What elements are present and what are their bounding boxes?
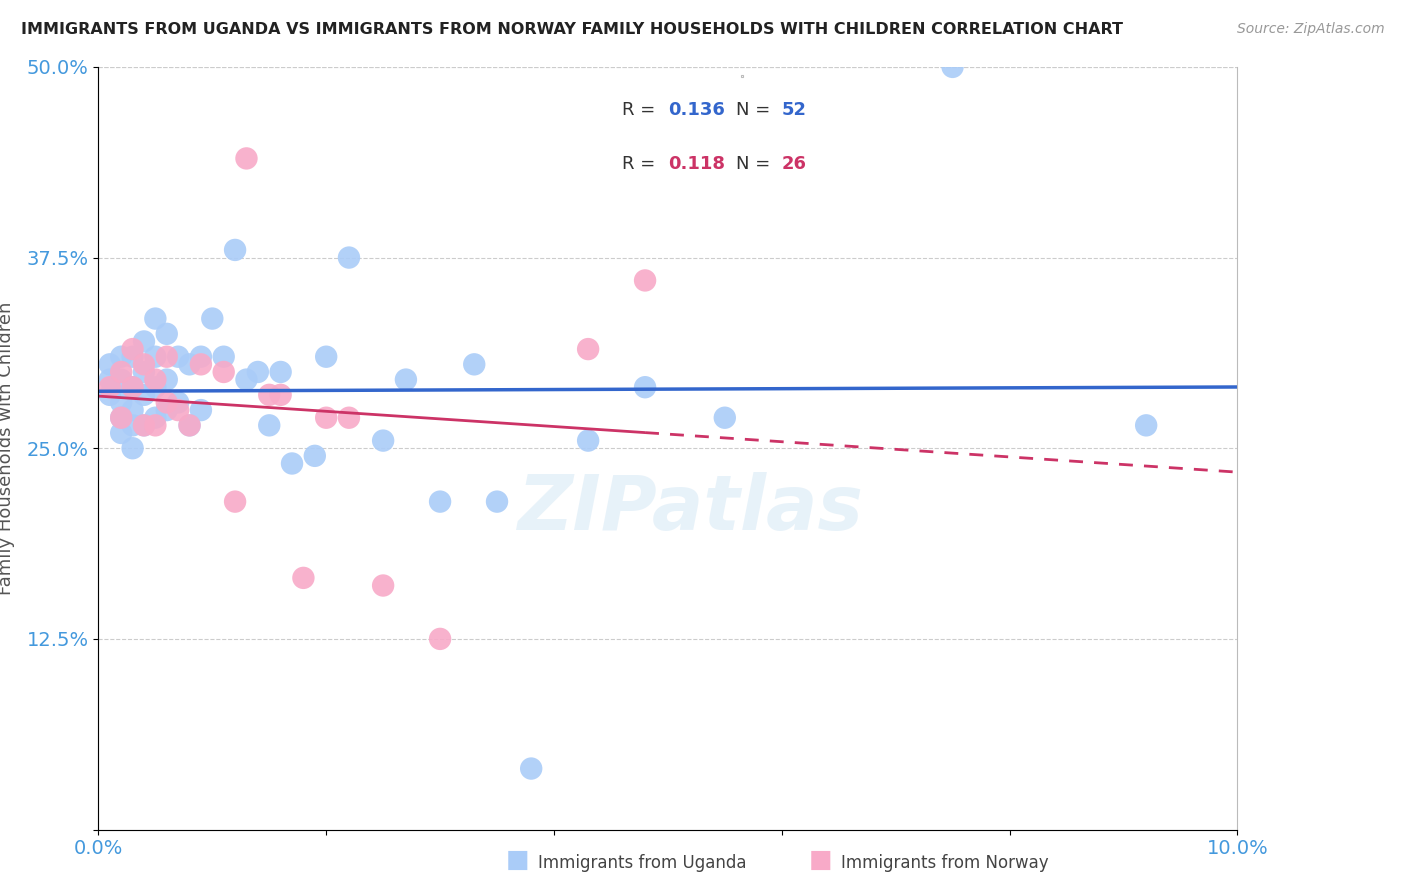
Point — [156, 350, 179, 364]
Point — [315, 350, 337, 364]
Point — [110, 395, 132, 409]
Point — [145, 350, 167, 364]
Point — [121, 342, 143, 356]
Text: ■: ■ — [506, 848, 530, 872]
Point — [145, 380, 167, 394]
Point — [714, 410, 737, 425]
Point — [270, 388, 292, 402]
Point — [634, 380, 657, 394]
Text: 0.136: 0.136 — [668, 101, 724, 120]
Point — [110, 373, 132, 387]
Point — [132, 357, 155, 371]
Point — [429, 632, 451, 646]
Point — [167, 350, 190, 364]
Point — [224, 494, 246, 508]
Point — [259, 418, 281, 433]
Point — [132, 365, 155, 379]
Point — [132, 418, 155, 433]
Point — [167, 395, 190, 409]
Point — [224, 243, 246, 257]
Text: R =: R = — [623, 101, 661, 120]
Point — [110, 410, 132, 425]
Point — [156, 403, 179, 417]
Point — [121, 380, 143, 394]
Point — [520, 762, 543, 776]
Point — [121, 350, 143, 364]
Point — [132, 388, 155, 402]
Text: IMMIGRANTS FROM UGANDA VS IMMIGRANTS FROM NORWAY FAMILY HOUSEHOLDS WITH CHILDREN: IMMIGRANTS FROM UGANDA VS IMMIGRANTS FRO… — [21, 22, 1123, 37]
Text: N =: N = — [737, 154, 776, 173]
Text: ■: ■ — [808, 848, 832, 872]
Point — [121, 441, 143, 455]
Point — [98, 357, 121, 371]
Point — [463, 357, 485, 371]
Point — [110, 425, 132, 440]
Point — [292, 571, 315, 585]
Point — [304, 449, 326, 463]
Point — [167, 403, 190, 417]
Point — [145, 410, 167, 425]
Point — [179, 418, 201, 433]
Point — [121, 380, 143, 394]
Point — [337, 410, 360, 425]
Point — [132, 334, 155, 349]
Point — [576, 434, 599, 448]
Text: R =: R = — [623, 154, 661, 173]
Text: ZIPatlas: ZIPatlas — [517, 472, 863, 546]
Point — [98, 373, 121, 387]
Point — [270, 365, 292, 379]
Point — [190, 403, 212, 417]
Point — [395, 373, 418, 387]
Point — [190, 350, 212, 364]
Text: 26: 26 — [782, 154, 807, 173]
Point — [634, 273, 657, 287]
Text: Source: ZipAtlas.com: Source: ZipAtlas.com — [1237, 22, 1385, 37]
Point — [373, 578, 395, 592]
Text: Immigrants from Norway: Immigrants from Norway — [841, 855, 1049, 872]
Point — [373, 434, 395, 448]
Text: Immigrants from Uganda: Immigrants from Uganda — [538, 855, 747, 872]
Point — [145, 418, 167, 433]
Point — [235, 373, 257, 387]
Point — [337, 251, 360, 265]
Point — [145, 311, 167, 326]
Point — [121, 418, 143, 433]
Point — [98, 388, 121, 402]
Point — [576, 342, 599, 356]
Point — [132, 418, 155, 433]
Point — [429, 494, 451, 508]
Text: 52: 52 — [782, 101, 807, 120]
Text: N =: N = — [737, 101, 776, 120]
Point — [121, 403, 143, 417]
Point — [190, 357, 212, 371]
Point — [110, 365, 132, 379]
Point — [110, 410, 132, 425]
Point — [246, 365, 269, 379]
Point — [315, 410, 337, 425]
Y-axis label: Family Households with Children: Family Households with Children — [0, 301, 15, 595]
Text: 0.118: 0.118 — [668, 154, 725, 173]
Point — [145, 373, 167, 387]
Point — [156, 395, 179, 409]
Point — [486, 494, 509, 508]
Point — [212, 365, 235, 379]
Point — [259, 388, 281, 402]
Point — [212, 350, 235, 364]
Legend:  — [741, 75, 742, 78]
Point — [281, 457, 304, 471]
Point — [1135, 418, 1157, 433]
Point — [179, 357, 201, 371]
Point — [179, 418, 201, 433]
Point — [98, 380, 121, 394]
Point — [156, 373, 179, 387]
Point — [156, 326, 179, 341]
Point — [942, 60, 965, 74]
Point — [201, 311, 224, 326]
Point — [235, 152, 257, 166]
Point — [110, 350, 132, 364]
